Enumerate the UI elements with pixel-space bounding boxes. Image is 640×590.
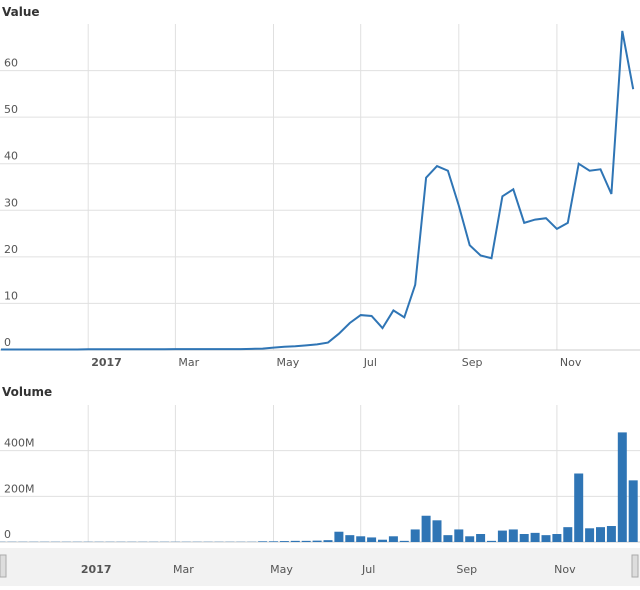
x-tick-label: Jul <box>361 563 375 576</box>
bar <box>454 529 464 542</box>
bar <box>530 532 540 542</box>
bar <box>617 432 627 542</box>
x-tick-label: Mar <box>173 563 194 576</box>
bar <box>367 537 377 542</box>
bar <box>410 529 420 542</box>
bar <box>258 541 268 542</box>
x-tick-label: Nov <box>554 563 576 576</box>
y-tick-label: 0 <box>4 336 11 349</box>
x-tick-label: 2017 <box>81 563 112 576</box>
x-tick-label: Nov <box>560 356 582 369</box>
bar <box>487 540 496 542</box>
y-tick-label: 60 <box>4 57 18 70</box>
bar <box>279 541 289 542</box>
bar <box>508 529 518 542</box>
bar <box>421 515 431 542</box>
bar <box>356 536 366 542</box>
bar <box>476 534 486 542</box>
bar <box>443 535 453 542</box>
bar <box>574 473 584 542</box>
x-tick-label: Sep <box>456 563 477 576</box>
bar <box>399 540 409 542</box>
y-tick-label: 20 <box>4 243 18 256</box>
bar <box>563 527 573 542</box>
bar <box>312 540 322 542</box>
bar <box>606 526 616 542</box>
bar <box>432 520 442 542</box>
x-tick-label: May <box>277 356 300 369</box>
y-tick-label: 10 <box>4 289 18 302</box>
y-tick-label: 30 <box>4 196 18 209</box>
bar <box>519 534 529 542</box>
chart-title: Value <box>2 5 40 19</box>
x-tick-label: 2017 <box>91 356 122 369</box>
bar <box>628 480 638 542</box>
navigator-handle[interactable] <box>631 554 639 578</box>
bar <box>465 536 475 542</box>
y-tick-label: 400M <box>4 437 35 450</box>
line <box>1 30 635 351</box>
x-tick-label: Sep <box>462 356 483 369</box>
bar <box>378 539 387 542</box>
bar <box>497 530 507 542</box>
bar <box>345 535 355 542</box>
x-tick-label: Jul <box>363 356 377 369</box>
y-tick-label: 0 <box>4 528 11 541</box>
bar <box>269 541 278 542</box>
y-tick-label: 40 <box>4 150 18 163</box>
bar <box>388 536 398 542</box>
bar <box>323 540 333 542</box>
navigator-handle[interactable] <box>0 554 7 578</box>
navigator <box>0 548 640 586</box>
bar <box>290 540 300 542</box>
chart-title: Volume <box>2 385 52 399</box>
bar <box>596 527 605 542</box>
y-tick-label: 50 <box>4 103 18 116</box>
x-tick-label: Mar <box>178 356 199 369</box>
x-tick-label: May <box>270 563 293 576</box>
bar <box>541 535 551 542</box>
bar <box>552 534 562 542</box>
bar <box>585 528 595 542</box>
bar <box>301 540 311 542</box>
bar <box>334 531 344 542</box>
y-tick-label: 200M <box>4 482 35 495</box>
